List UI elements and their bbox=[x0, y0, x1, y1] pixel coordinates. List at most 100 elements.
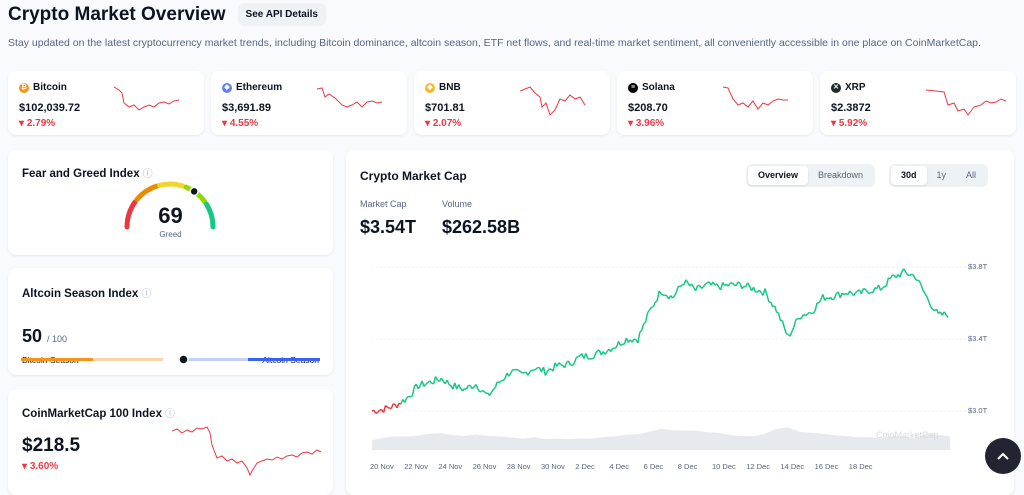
bitcoin-icon: ₿ bbox=[19, 82, 29, 93]
market-cap-line-segment bbox=[928, 301, 932, 308]
market-cap-line-segment bbox=[516, 368, 519, 371]
market-cap-chart[interactable]: CoinMarketCap bbox=[346, 150, 1014, 495]
ticker-card-bnb[interactable]: ◆ BNB $701.81 ▾ 2.07% bbox=[414, 71, 610, 135]
market-cap-line-segment bbox=[905, 271, 909, 276]
ticker-card-xrp[interactable]: ✕ XRP $2.3872 ▾ 5.92% bbox=[820, 71, 1016, 135]
market-cap-line-segment bbox=[496, 381, 500, 384]
market-cap-line-segment bbox=[411, 386, 416, 396]
market-cap-line-segment bbox=[855, 290, 859, 294]
scroll-to-top-button[interactable] bbox=[985, 438, 1021, 474]
market-cap-line-segment bbox=[458, 384, 462, 389]
info-icon[interactable]: ⓘ bbox=[142, 169, 153, 180]
ticker-card-ethereum[interactable]: ◆ Ethereum $3,691.89 ▾ 4.55% bbox=[211, 71, 407, 135]
market-cap-line-segment bbox=[652, 302, 656, 307]
market-cap-line-segment bbox=[795, 317, 799, 321]
ticker-price: $102,039.72 bbox=[19, 102, 81, 114]
info-icon[interactable]: ⓘ bbox=[164, 409, 175, 420]
market-cap-line-segment bbox=[884, 285, 887, 288]
ticker-change: ▾ 3.96% bbox=[628, 118, 665, 129]
market-cap-line-segment bbox=[945, 314, 949, 318]
ticker-name: ₿ Bitcoin bbox=[19, 82, 67, 93]
ticker-price: $3,691.89 bbox=[222, 102, 271, 114]
fear-greed-value: 69 bbox=[158, 203, 183, 228]
ethereum-icon: ◆ bbox=[222, 82, 232, 93]
market-cap-line-segment bbox=[483, 390, 487, 394]
market-cap-line-segment bbox=[914, 278, 918, 282]
market-cap-line-segment bbox=[631, 338, 635, 343]
gauge-indicator bbox=[189, 186, 199, 197]
cmc100-change: ▾ 3.60% bbox=[22, 461, 59, 472]
volume-label: Volume bbox=[442, 199, 473, 209]
ticker-card-solana[interactable]: ≡ Solana $208.70 ▾ 3.96% bbox=[617, 71, 813, 135]
market-cap-line-segment bbox=[734, 284, 737, 287]
market-cap-line-segment bbox=[926, 296, 930, 302]
market-cap-line-segment bbox=[818, 299, 822, 304]
ticker-sparkline bbox=[723, 86, 788, 110]
x-tick-label: 12 Dec bbox=[746, 462, 770, 471]
market-cap-line-segment bbox=[899, 271, 903, 278]
market-cap-line-segment bbox=[658, 290, 662, 295]
chevron-up-icon bbox=[997, 452, 1009, 460]
market-cap-line-segment bbox=[524, 371, 527, 374]
market-cap-line-segment bbox=[724, 283, 727, 287]
market-cap-line-segment bbox=[406, 395, 410, 399]
market-cap-line-segment bbox=[434, 376, 439, 381]
market-cap-line-segment bbox=[440, 377, 444, 382]
market-cap-line-segment bbox=[654, 300, 658, 303]
cmc100-card[interactable]: CoinMarketCap 100 Index ⓘ $218.5 ▾ 3.60% bbox=[8, 389, 333, 495]
market-cap-line-segment bbox=[866, 291, 870, 295]
market-cap-line-segment bbox=[421, 380, 425, 387]
ticker-price: $2.3872 bbox=[831, 102, 871, 114]
tab-overview[interactable]: Overview bbox=[748, 166, 809, 185]
market-cap-line-segment bbox=[448, 383, 452, 387]
x-tick-label: 2 Dec bbox=[575, 462, 595, 471]
market-cap-line-segment bbox=[567, 360, 572, 366]
market-cap-line-segment bbox=[423, 383, 427, 387]
market-cap-line-segment bbox=[633, 338, 637, 341]
altcoin-season-value: 50 / 100 bbox=[22, 326, 68, 346]
fear-greed-card[interactable]: Fear and Greed Index ⓘ 69 Greed bbox=[8, 150, 333, 255]
see-api-details-button[interactable]: See API Details bbox=[237, 3, 326, 26]
market-cap-line-segment bbox=[701, 286, 704, 289]
market-cap-line-segment bbox=[542, 366, 547, 376]
market-cap-line-segment bbox=[804, 313, 808, 317]
altcoin-season-title: Altcoin Season Index ⓘ bbox=[22, 288, 152, 300]
x-tick-label: 6 Dec bbox=[643, 462, 664, 471]
ticker-name: ◆ BNB bbox=[425, 82, 461, 93]
market-cap-line-segment bbox=[872, 287, 876, 294]
market-cap-line-segment bbox=[375, 411, 379, 415]
market-cap-line-segment bbox=[814, 302, 818, 311]
ticker-sparkline bbox=[317, 87, 383, 108]
info-icon[interactable]: ⓘ bbox=[141, 289, 152, 300]
market-cap-line-segment bbox=[498, 380, 502, 384]
market-cap-line-segment bbox=[739, 282, 743, 289]
market-cap-line-segment bbox=[488, 391, 493, 396]
ticker-card-bitcoin[interactable]: ₿ Bitcoin $102,039.72 ▾ 2.79% bbox=[8, 71, 204, 135]
y-tick-label: $3.4T bbox=[968, 334, 988, 343]
cmc100-title: CoinMarketCap 100 Index ⓘ bbox=[22, 408, 175, 420]
market-cap-line-segment bbox=[379, 408, 382, 411]
fear-greed-title: Fear and Greed Index ⓘ bbox=[22, 168, 153, 180]
market-cap-line-segment bbox=[465, 385, 469, 390]
market-cap-line-segment bbox=[646, 309, 651, 314]
market-cap-line-segment bbox=[716, 283, 720, 288]
market-cap-line-segment bbox=[843, 292, 847, 296]
market-cap-line-segment bbox=[377, 409, 381, 413]
range-all[interactable]: All bbox=[966, 170, 977, 180]
altcoin-season-bar bbox=[21, 354, 320, 365]
range-30d[interactable]: 30d bbox=[891, 166, 927, 185]
range-1y[interactable]: 1y bbox=[936, 170, 947, 180]
bnb-icon: ◆ bbox=[425, 82, 435, 93]
market-cap-line-segment bbox=[614, 346, 618, 349]
ticker-change: ▾ 2.79% bbox=[19, 118, 56, 129]
market-cap-line-segment bbox=[533, 368, 537, 371]
market-cap-label: Market Cap bbox=[360, 199, 407, 209]
tab-breakdown[interactable]: Breakdown bbox=[818, 170, 864, 180]
market-cap-line-segment bbox=[672, 295, 676, 299]
market-cap-line-segment bbox=[404, 397, 408, 403]
market-cap-value: $3.54T bbox=[360, 217, 417, 237]
market-cap-line-segment bbox=[874, 287, 878, 290]
market-cap-line-segment bbox=[737, 281, 741, 284]
ticker-sparkline bbox=[520, 86, 586, 116]
